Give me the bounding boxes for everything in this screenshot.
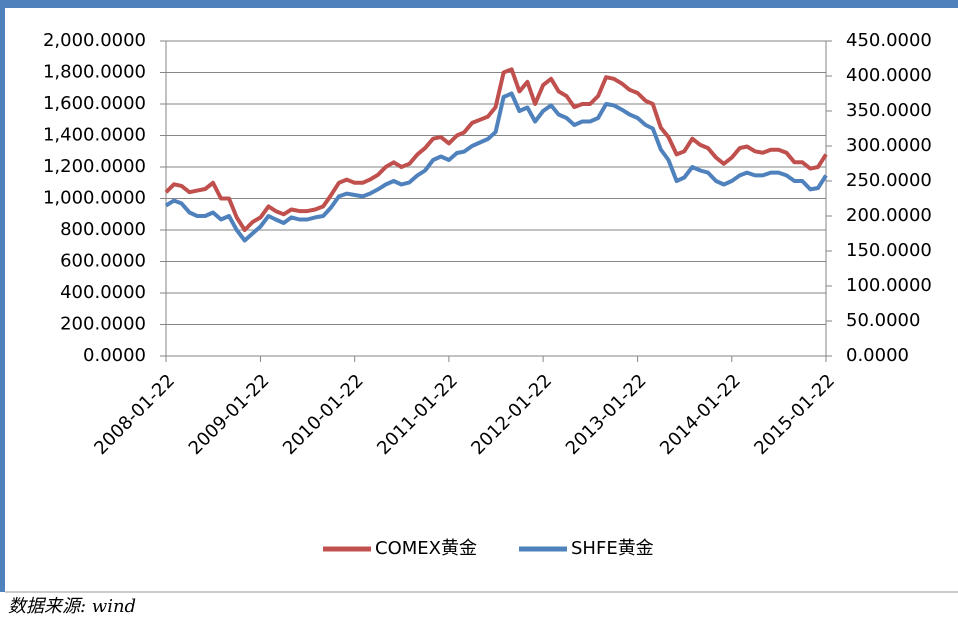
x-tick-label: 2010-01-22: [279, 370, 368, 459]
y-tick-label: 600.0000: [60, 251, 146, 272]
y-tick-label: 1,800.0000: [43, 62, 146, 83]
y-tick-label: 2,000.0000: [43, 30, 146, 51]
y-tick-label: 800.0000: [60, 219, 146, 240]
legend-label: COMEX黄金: [375, 538, 477, 559]
y-tick-label: 1,600.0000: [43, 93, 146, 114]
x-tick-label: 2014-01-22: [656, 370, 745, 459]
x-tick-label: 2008-01-22: [90, 370, 179, 459]
left-bar: [0, 0, 5, 592]
y2-tick-label: 300.0000: [846, 135, 932, 156]
y-tick-label: 200.0000: [60, 314, 146, 335]
x-tick-label: 2011-01-22: [373, 370, 462, 459]
legend-label: SHFE黄金: [571, 538, 654, 559]
y2-tick-label: 150.0000: [846, 240, 932, 261]
y-tick-label: 1,200.0000: [43, 156, 146, 177]
y2-tick-label: 400.0000: [846, 65, 932, 86]
series-line: [164, 91, 828, 243]
y-tick-label: 1,400.0000: [43, 125, 146, 146]
y2-tick-label: 200.0000: [846, 205, 932, 226]
y2-tick-label: 250.0000: [846, 170, 932, 191]
y-tick-label: 0.0000: [83, 345, 146, 366]
y2-tick-label: 0.0000: [846, 345, 909, 366]
y2-tick-label: 350.0000: [846, 100, 932, 121]
y2-tick-label: 100.0000: [846, 275, 932, 296]
y-tick-label: 1,000.0000: [43, 188, 146, 209]
x-tick-label: 2013-01-22: [562, 370, 651, 459]
x-tick-label: 2009-01-22: [185, 370, 274, 459]
y2-tick-label: 450.0000: [846, 30, 932, 51]
x-tick-label: 2012-01-22: [467, 370, 556, 459]
source-note: 数据来源: wind: [8, 596, 136, 617]
top-bar: [0, 0, 958, 8]
y-tick-label: 400.0000: [60, 282, 146, 303]
series-line: [164, 67, 828, 232]
y2-tick-label: 50.0000: [846, 310, 920, 331]
x-tick-label: 2015-01-22: [750, 370, 839, 459]
